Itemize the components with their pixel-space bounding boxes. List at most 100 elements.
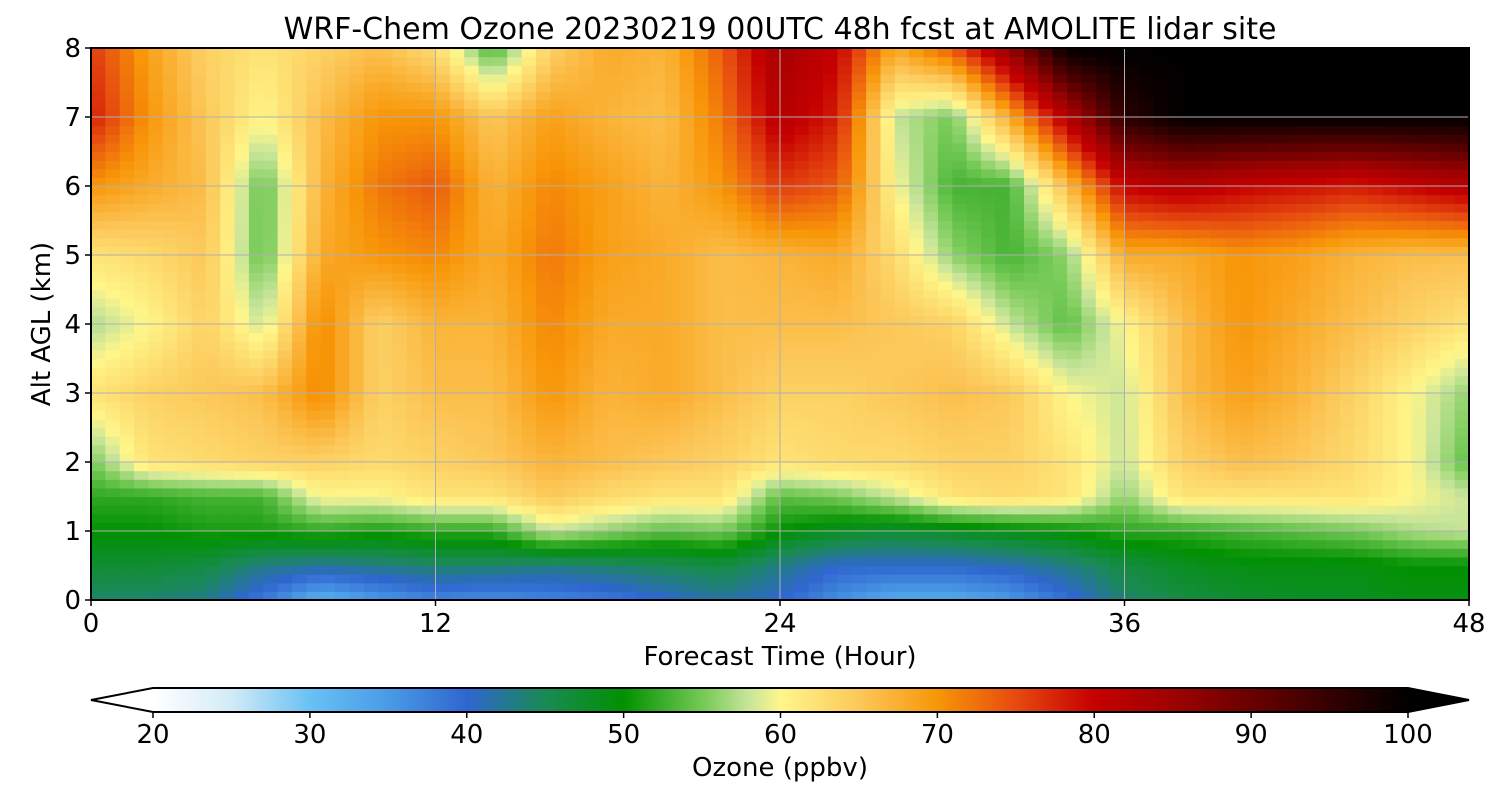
heatmap-cell (478, 341, 494, 351)
heatmap-cell (191, 349, 207, 360)
heatmap-cell (980, 289, 996, 299)
heatmap-cell (866, 367, 882, 377)
heatmap-cell (665, 505, 681, 515)
heatmap-cell (593, 384, 609, 394)
heatmap-cell (449, 453, 465, 463)
heatmap-cell (722, 401, 738, 411)
heatmap-cell (148, 531, 164, 541)
heatmap-cell (1138, 487, 1154, 498)
heatmap-cell (636, 160, 652, 170)
heatmap-cell (320, 289, 336, 299)
heatmap-cell (722, 582, 738, 592)
heatmap-cell (780, 531, 795, 541)
heatmap-cell (277, 531, 293, 541)
heatmap-cell (363, 556, 379, 567)
heatmap-cell (91, 341, 106, 351)
heatmap-cell (1138, 393, 1154, 403)
heatmap-cell (291, 211, 307, 222)
heatmap-cell (708, 272, 724, 282)
heatmap-cell (1196, 211, 1212, 222)
heatmap-cell (1196, 462, 1212, 472)
heatmap-cell (119, 444, 135, 454)
heatmap-cell (1296, 160, 1312, 170)
heatmap-cell (579, 229, 594, 239)
heatmap-cell (550, 203, 566, 213)
heatmap-cell (435, 522, 451, 532)
heatmap-cell (91, 496, 106, 506)
heatmap-cell (980, 531, 996, 541)
heatmap-cell (1138, 341, 1154, 351)
heatmap-cell (406, 298, 422, 308)
heatmap-cell (880, 160, 896, 170)
heatmap-cell (177, 220, 193, 230)
heatmap-cell (937, 280, 953, 291)
heatmap-cell (363, 211, 379, 222)
heatmap-cell (1239, 280, 1255, 291)
heatmap-cell (1024, 505, 1039, 515)
heatmap-cell (1296, 315, 1312, 325)
heatmap-cell (823, 436, 839, 446)
heatmap-cell (449, 272, 465, 282)
heatmap-cell (248, 591, 264, 600)
heatmap-cell (607, 272, 623, 282)
heatmap-cell (119, 151, 135, 161)
heatmap-cell (564, 522, 580, 532)
heatmap-cell (521, 444, 537, 454)
heatmap-cell (406, 332, 422, 342)
heatmap-cell (349, 349, 365, 360)
heatmap-cell (1138, 177, 1154, 187)
heatmap-cell (1368, 556, 1384, 567)
heatmap-cell (162, 168, 178, 178)
heatmap-cell (1124, 436, 1140, 446)
heatmap-cell (780, 349, 795, 360)
heatmap-cell (191, 427, 207, 437)
heatmap-cell (1067, 479, 1083, 489)
heatmap-cell (880, 556, 896, 567)
heatmap-cell (1425, 410, 1441, 420)
heatmap-cell (909, 375, 925, 385)
heatmap-cell (966, 462, 982, 472)
heatmap-cell (679, 186, 695, 196)
heatmap-cell (1067, 255, 1083, 265)
heatmap-cell (162, 177, 178, 187)
heatmap-cell (736, 444, 752, 454)
heatmap-cell (119, 375, 135, 385)
heatmap-cell (306, 418, 322, 429)
heatmap-cell (507, 548, 523, 558)
heatmap-cell (449, 539, 465, 549)
heatmap-cell (1038, 453, 1054, 463)
heatmap-cell (306, 246, 322, 256)
heatmap-cell (449, 194, 465, 204)
heatmap-cell (105, 211, 121, 222)
heatmap-cell (177, 410, 193, 420)
heatmap-cell (923, 194, 939, 204)
heatmap-cell (363, 522, 379, 532)
heatmap-cell (1038, 358, 1054, 368)
heatmap-cell (1268, 505, 1283, 515)
heatmap-cell (277, 487, 293, 498)
heatmap-cell (1368, 401, 1384, 411)
heatmap-cell (751, 289, 767, 299)
heatmap-cell (593, 496, 609, 506)
heatmap-cell (349, 246, 365, 256)
heatmap-cell (1153, 410, 1169, 420)
heatmap-cell (1196, 367, 1212, 377)
heatmap-cell (765, 591, 781, 600)
heatmap-cell (1354, 203, 1370, 213)
heatmap-cell (650, 462, 666, 472)
heatmap-cell (205, 177, 221, 187)
heatmap-cell (1067, 539, 1083, 549)
heatmap-cell (306, 444, 322, 454)
heatmap-cell (622, 401, 638, 411)
heatmap-cell (205, 315, 221, 325)
heatmap-cell (622, 556, 638, 567)
heatmap-cell (1440, 444, 1456, 454)
heatmap-cell (464, 531, 480, 541)
heatmap-cell (579, 332, 594, 342)
heatmap-cell (894, 548, 910, 558)
heatmap-cell (1110, 367, 1126, 377)
heatmap-cell (478, 280, 494, 291)
heatmap-cell (248, 246, 264, 256)
heatmap-cell (1138, 556, 1154, 567)
heatmap-cell (1224, 186, 1240, 196)
